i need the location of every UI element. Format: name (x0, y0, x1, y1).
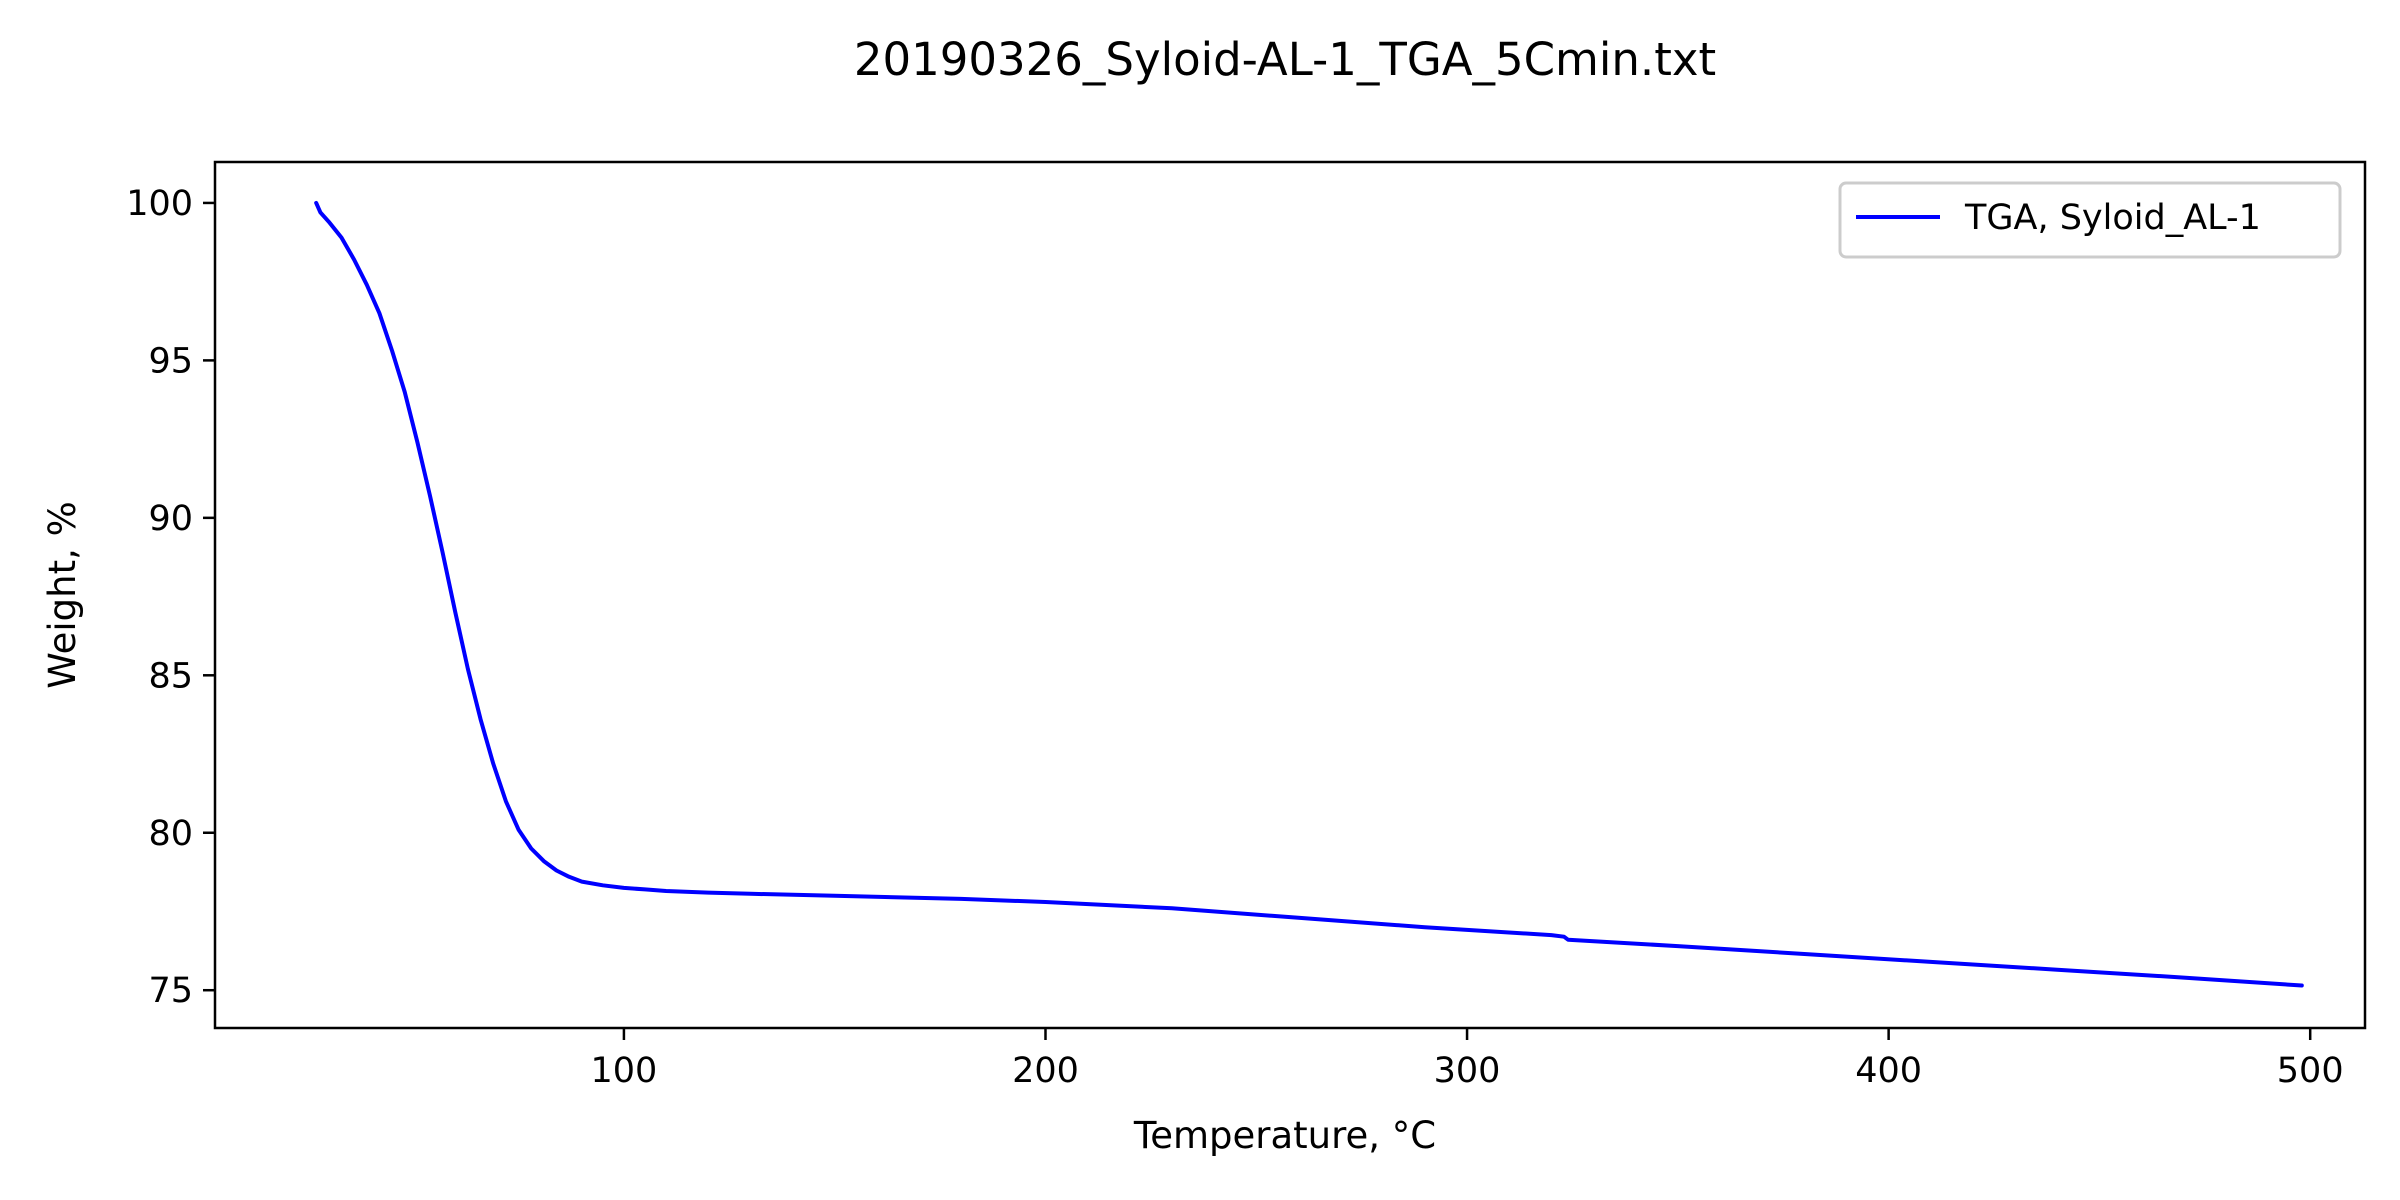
chart-title: 20190326_Syloid-AL-1_TGA_5Cmin.txt (854, 33, 1716, 86)
y-tick-label: 95 (148, 341, 193, 381)
plot-area (213, 160, 2367, 1030)
y-tick-label: 85 (148, 656, 193, 696)
y-tick-label: 100 (126, 184, 193, 224)
y-tick-label: 80 (148, 814, 193, 854)
y-axis-label: Weight, % (41, 501, 84, 689)
x-tick-label: 300 (1434, 1051, 1501, 1091)
legend: TGA, Syloid_AL-1 (1838, 181, 2342, 259)
y-tick-label: 90 (148, 499, 193, 539)
x-tick-label: 500 (2277, 1051, 2344, 1091)
x-axis: 100 200 300 400 500 (591, 1028, 2344, 1091)
y-tick-label: 75 (148, 971, 193, 1011)
x-tick-label: 200 (1012, 1051, 1079, 1091)
x-tick-label: 400 (1855, 1051, 1922, 1091)
axes-frame (213, 160, 2367, 1030)
legend-label: TGA, Syloid_AL-1 (1964, 198, 2261, 238)
x-axis-label: Temperature, °C (1133, 1114, 1436, 1157)
legend-box (1838, 181, 2342, 259)
x-tick-label: 100 (591, 1051, 658, 1091)
series-line-0 (314, 200, 2304, 988)
y-axis: 75 80 85 90 95 100 (126, 184, 215, 1011)
